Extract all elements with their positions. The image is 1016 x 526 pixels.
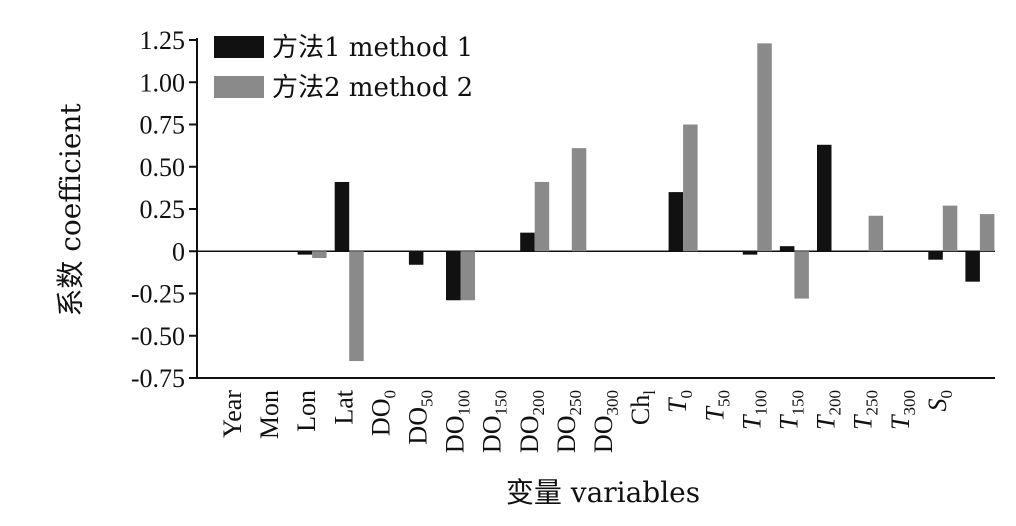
x-tick-label-do250: DO250	[552, 390, 585, 453]
y-tick-label: 0.75	[140, 111, 186, 140]
x-tick-label-do300: DO300	[589, 390, 622, 453]
x-tick-label-do0: DO0	[366, 390, 399, 436]
bar-method-1-t150	[817, 144, 832, 252]
x-tick-label-do100: DO100	[441, 390, 474, 453]
bar-method-2-t300	[942, 205, 958, 252]
bar-method-2-t100	[794, 251, 809, 299]
y-tick-label: -0.50	[131, 322, 185, 351]
x-axis-title: 变量 variables	[506, 476, 700, 509]
y-axis-title: 系数 coefficient	[54, 103, 87, 317]
y-tick-label: 1.00	[140, 68, 186, 97]
x-tick-label-t150: T150	[775, 390, 808, 430]
y-tick-label: 0.25	[140, 195, 186, 224]
bar-method-2-chl	[683, 124, 698, 252]
y-tick-label: -0.75	[131, 364, 185, 393]
bar-method-1-t50	[742, 251, 758, 255]
bar-method-1-t100	[779, 246, 795, 252]
bar-method-2-do200	[571, 148, 587, 252]
x-tick-label-do150: DO150	[478, 390, 511, 453]
legend-label-method-2: 方法2 method 2	[272, 73, 473, 103]
x-tick-label-t250: T250	[849, 390, 882, 430]
x-tick-label-t0: T0	[663, 390, 696, 413]
bar-method-1-s0	[965, 251, 980, 282]
x-tick-label-lat: Lat	[329, 389, 358, 424]
x-tick-label-s0: S0	[923, 390, 956, 412]
x-tick-label-t200: T200	[812, 390, 845, 430]
y-tick-label: 1.25	[140, 26, 186, 55]
bar-method-2-t200	[868, 215, 884, 252]
x-tick-label-do200: DO200	[515, 390, 548, 453]
legend-swatch-method-2	[214, 76, 264, 98]
legend: 方法1 method 1 方法2 method 2	[214, 33, 473, 103]
y-tick-label: -0.25	[131, 280, 185, 309]
bar-method-1-t300	[928, 251, 943, 260]
bar-method-2-do50	[460, 251, 475, 301]
bar-method-1-mon	[297, 251, 313, 255]
bar-method-1-chl	[668, 192, 684, 252]
legend-label-method-1: 方法1 method 1	[272, 33, 473, 63]
x-tick-label-t100: T100	[737, 390, 770, 430]
bar-method-2-do150	[534, 181, 550, 252]
y-ticks: 1.25 1.00 0.75 0.50 0.25 0 -0.25 -0.50 -0.75	[131, 26, 197, 393]
bar-method-1-lon	[334, 181, 350, 252]
bar-method-2-s0	[979, 214, 995, 252]
y-tick-label: 0.50	[140, 153, 186, 182]
x-tick-label-lon: Lon	[292, 390, 321, 432]
legend-swatch-method-1	[214, 36, 264, 58]
bar-method-1-do0	[408, 251, 424, 265]
x-tick-label-do50: DO50	[404, 390, 437, 445]
x-tick-label-t300: T300	[886, 390, 919, 430]
y-tick-label: 0	[172, 237, 185, 266]
x-tick-label-mon: Mon	[255, 390, 284, 439]
x-tick-label-chl: Chl	[626, 390, 659, 425]
x-tick-label-year: Year	[218, 390, 247, 438]
bar-method-2-t50	[757, 43, 772, 252]
bar-method-2-mon	[312, 251, 327, 259]
x-tick-label-t50: T50	[700, 390, 733, 421]
x-category-labels: Year Mon Lon Lat DO0DO50DO100DO150DO200DO250…	[218, 389, 956, 453]
bars	[297, 43, 995, 362]
bar-method-2-lon	[349, 251, 364, 362]
bar-method-1-do50	[446, 251, 461, 301]
bar-method-1-do150	[520, 232, 535, 252]
